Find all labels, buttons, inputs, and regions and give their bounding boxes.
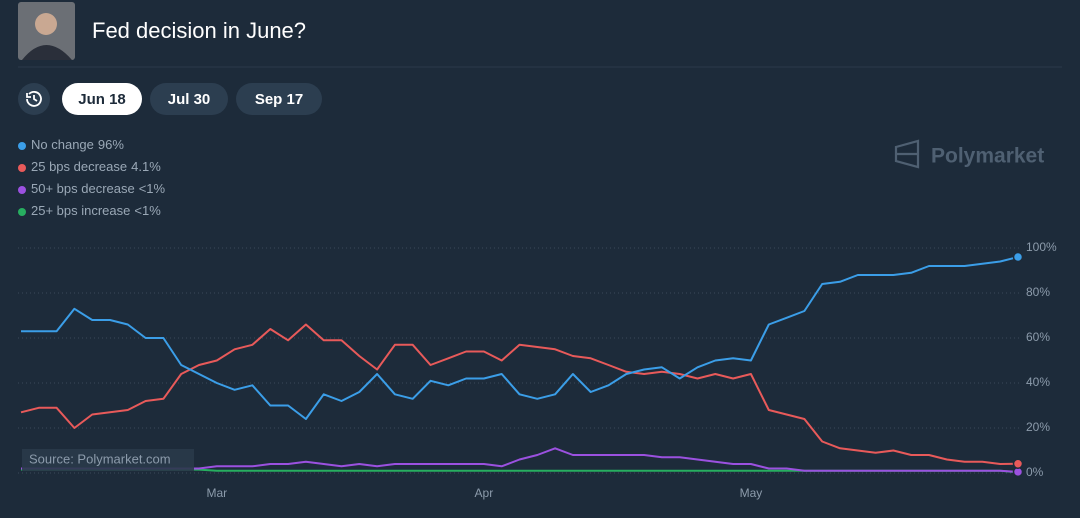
end-point [1012, 458, 1024, 470]
legend-dot [18, 208, 26, 216]
x-tick-label: Apr [475, 486, 494, 500]
legend-value: 4.1% [131, 159, 161, 174]
legend-dot [18, 164, 26, 172]
series-line [21, 256, 1019, 420]
tab[interactable] [150, 83, 228, 115]
watermark-text: Polymarket [931, 145, 1044, 168]
watermark-logo [894, 139, 920, 169]
tab-label: Sep 17 [255, 91, 303, 108]
tab-label: Jun 18 [78, 91, 126, 108]
legend-entry: 25 bps decrease 4.1% [31, 159, 161, 174]
source-box [22, 449, 194, 471]
watermark: Polymarket [894, 139, 1044, 169]
legend-dot [18, 186, 26, 194]
legend-dot [18, 142, 26, 150]
y-tick-label: 0% [1026, 465, 1044, 479]
avatar-face [35, 13, 57, 35]
y-tick-label: 100% [1026, 240, 1057, 254]
legend-entry: 50+ bps decrease <1% [31, 181, 166, 196]
end-point [1012, 251, 1024, 263]
legend-entry: 25+ bps increase <1% [31, 203, 161, 218]
legend-value: <1% [139, 181, 166, 196]
tab[interactable] [62, 83, 142, 115]
legend-name: 25 bps decrease [31, 159, 127, 174]
y-tick-label: 60% [1026, 330, 1050, 344]
legend-name: 25+ bps increase [31, 203, 130, 218]
legend-value: 96% [98, 137, 124, 152]
history-icon [26, 91, 42, 107]
tab[interactable] [236, 83, 322, 115]
source: Source: Polymarket.com [29, 451, 171, 466]
chart-title: Fed decision in June? [92, 18, 306, 43]
avatar-suit [22, 45, 72, 60]
y-tick-label: 80% [1026, 285, 1050, 299]
x-tick-label: Mar [207, 486, 228, 500]
legend-entry: No change 96% [31, 137, 124, 152]
y-tick-label: 40% [1026, 375, 1050, 389]
legend-name: No change [31, 137, 94, 152]
x-tick-label: May [740, 486, 763, 500]
tab-label: Jul 30 [168, 91, 211, 108]
series-line [20, 323, 1019, 465]
y-tick-label: 20% [1026, 420, 1050, 434]
legend-value: <1% [134, 203, 161, 218]
legend-name: 50+ bps decrease [31, 181, 135, 196]
